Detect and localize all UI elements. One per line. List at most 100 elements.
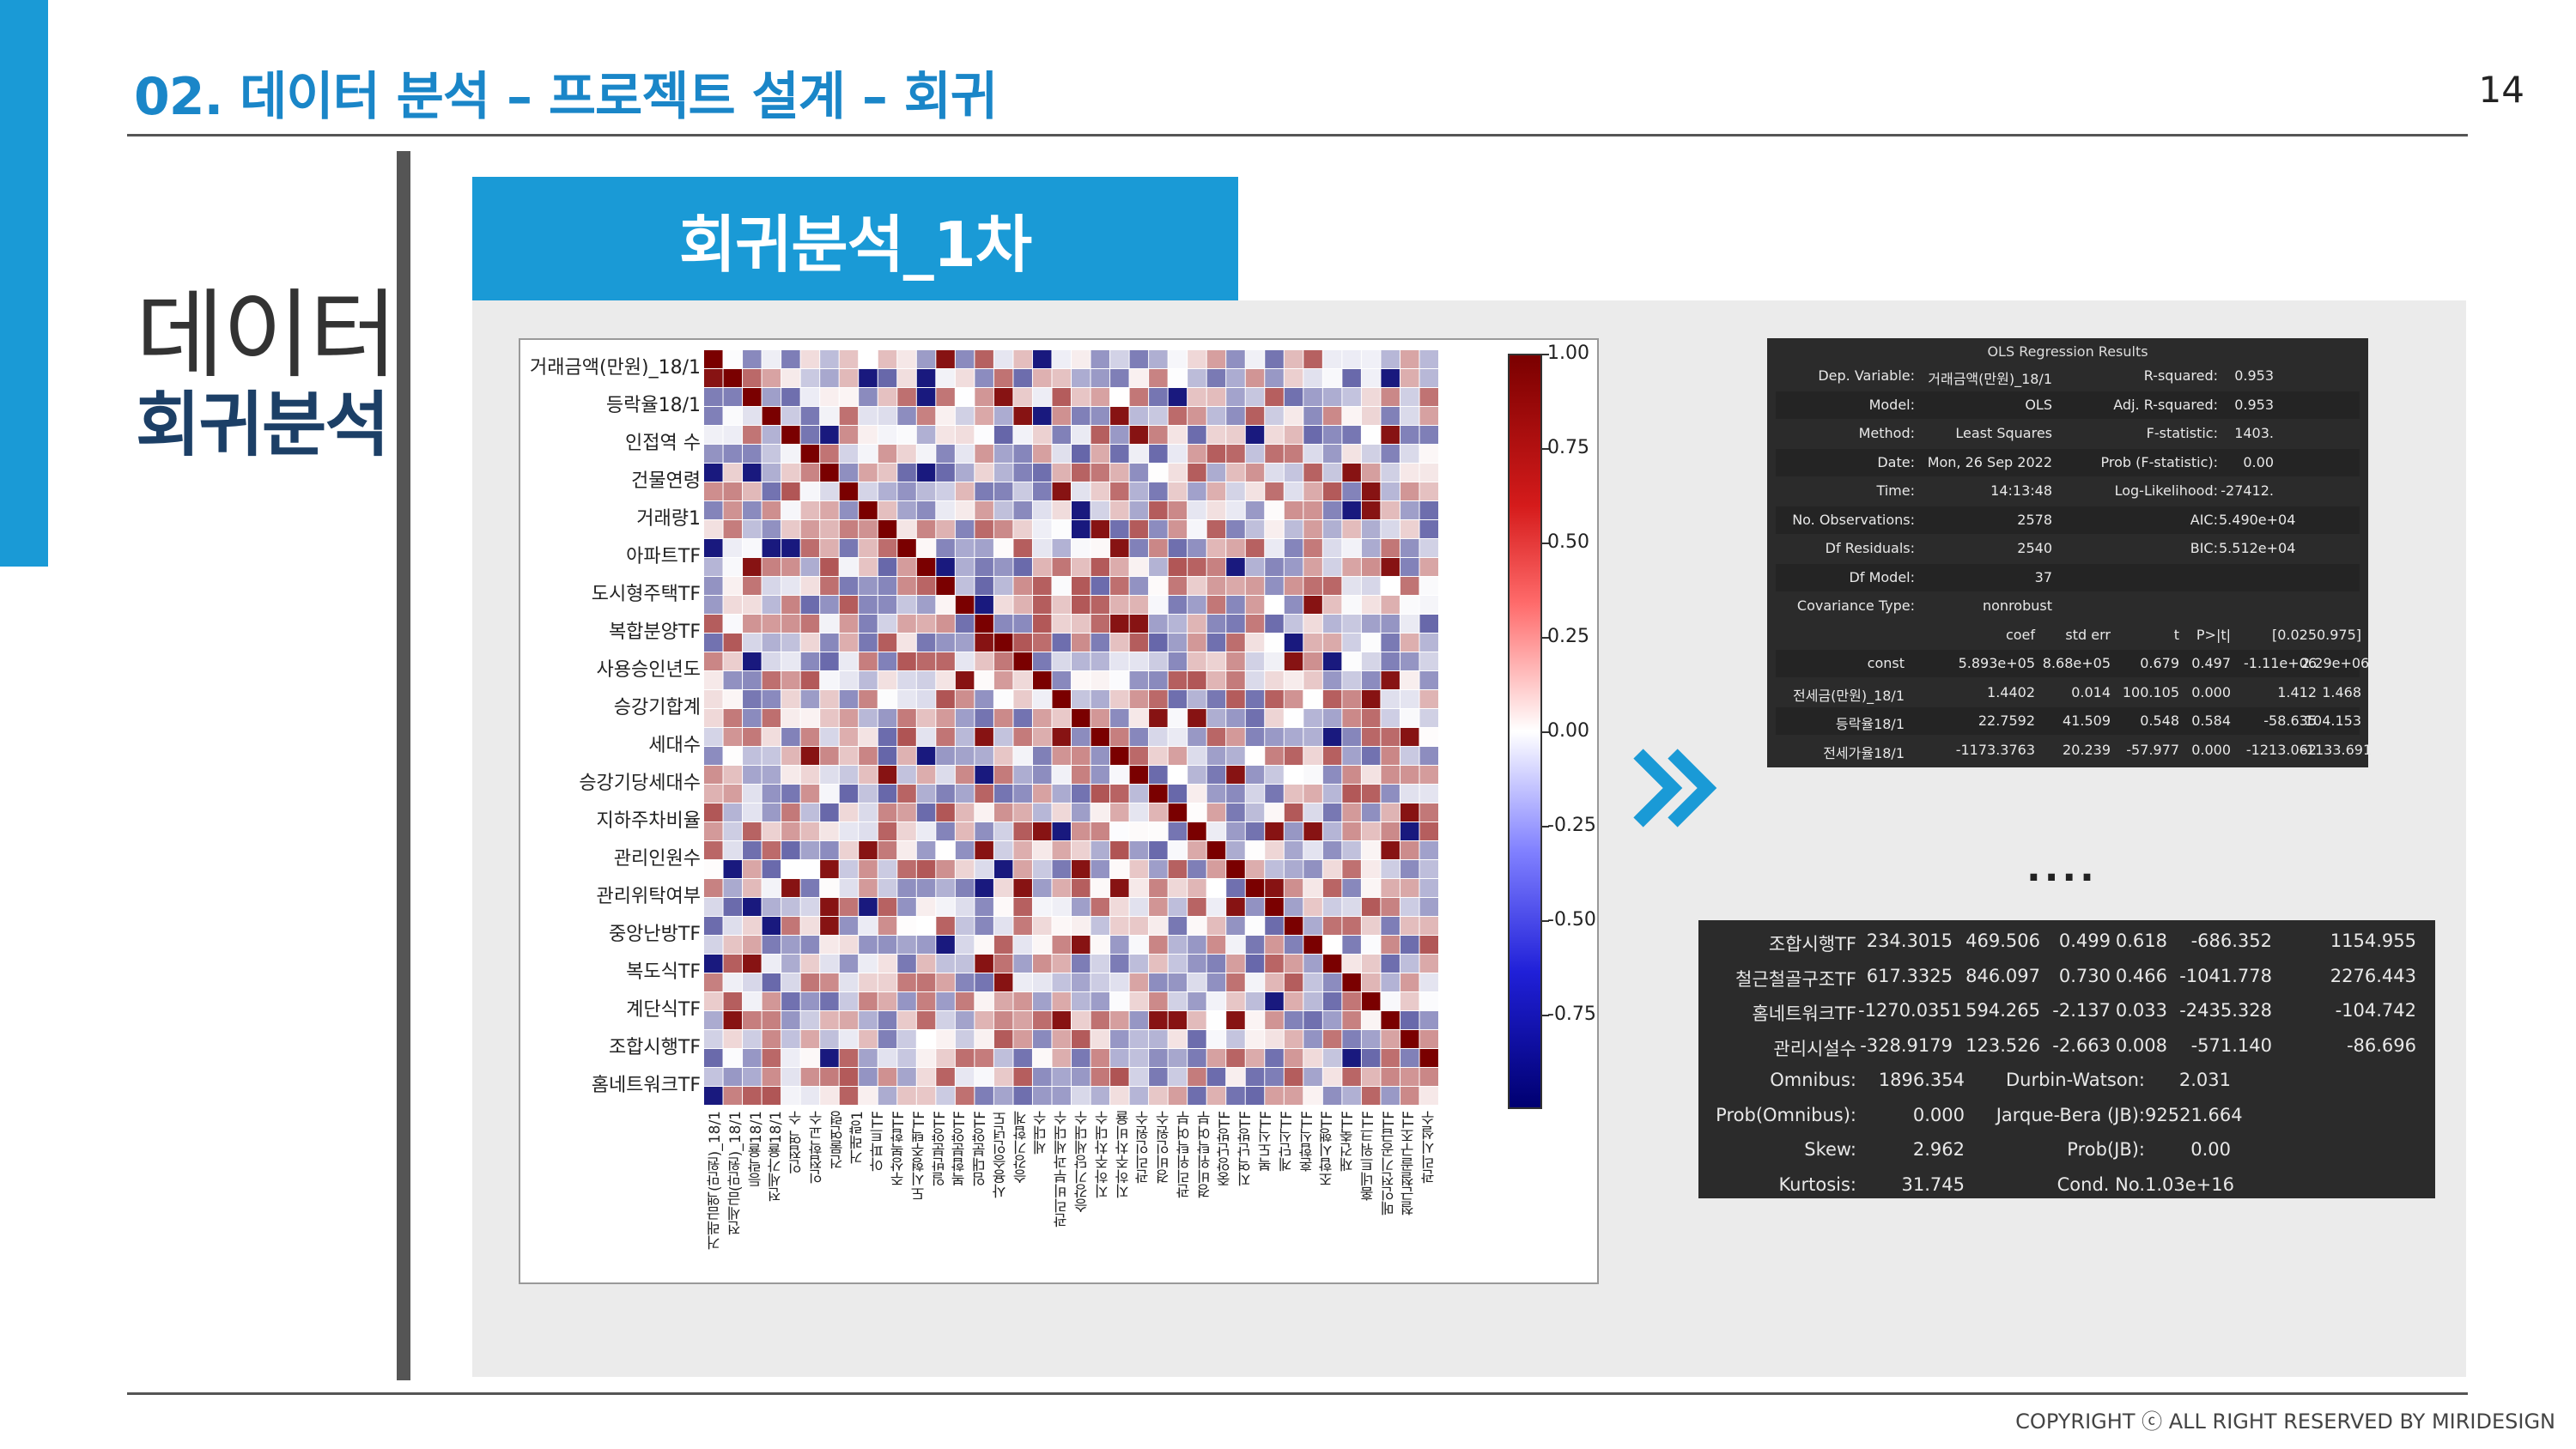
heatmap-cell (859, 634, 878, 652)
heatmap-cell (936, 369, 955, 387)
heatmap-cell (1419, 596, 1438, 614)
heatmap-cell (1361, 520, 1381, 538)
heatmap-cell (1149, 407, 1168, 425)
heatmap-cell (1361, 955, 1381, 973)
heatmap-cell (1072, 615, 1091, 633)
ols-row-stripe (1776, 391, 2360, 419)
heatmap-cell (1284, 615, 1303, 633)
heatmap-cell (1361, 1030, 1381, 1048)
heatmap-cell (1400, 426, 1419, 444)
heatmap-cell (1322, 426, 1342, 444)
heatmap-cell (800, 539, 820, 557)
heatmap-cell (1400, 860, 1419, 878)
heatmap-cell (859, 879, 878, 897)
heatmap-cell (859, 841, 878, 859)
heatmap-cell (1032, 785, 1052, 803)
heatmap-cell (916, 577, 936, 595)
heatmap-cell (1168, 1030, 1188, 1048)
heatmap-cell (1265, 747, 1284, 765)
heatmap-cell (1284, 501, 1303, 519)
heatmap-cell (1052, 501, 1071, 519)
heatmap-cell (704, 973, 723, 991)
heatmap-cell (1361, 445, 1381, 463)
heatmap-cell (743, 596, 762, 614)
heatmap-cell (1342, 1068, 1361, 1086)
heatmap-cell (1322, 482, 1342, 500)
ols-summary-value: 5.490e+04 (2219, 511, 2296, 528)
heatmap-cell (1110, 577, 1129, 595)
heatmap-cell (1400, 615, 1419, 633)
heatmap-cell (1149, 785, 1168, 803)
heatmap-cell (878, 766, 897, 784)
heatmap-cell (1342, 426, 1361, 444)
heatmap-cell (1168, 690, 1188, 708)
heatmap-cell (936, 577, 955, 595)
heatmap-cell (993, 596, 1013, 614)
heatmap-cell (1284, 671, 1303, 689)
heatmap-cell (916, 426, 936, 444)
heatmap-cell (1381, 973, 1400, 991)
heatmap-cell (781, 369, 800, 387)
heatmap-cell (1284, 1068, 1303, 1086)
heatmap-cell (1361, 464, 1381, 482)
heatmap-cell (1361, 860, 1381, 878)
heatmap-cell (1072, 407, 1091, 425)
heatmap-cell (955, 936, 975, 954)
heatmap-cell (1013, 577, 1032, 595)
heatmap-cell (1342, 577, 1361, 595)
heatmap-cell (1381, 350, 1400, 368)
heatmap-cell (1342, 407, 1361, 425)
heatmap-cell (955, 426, 975, 444)
heatmap-cell (1342, 1049, 1361, 1067)
heatmap-cell (1129, 1011, 1149, 1029)
heatmap-cell (1303, 482, 1322, 500)
ols-coef-value: 123.526 (1965, 1034, 2040, 1056)
heatmap-cell (878, 388, 897, 406)
ols-summary-label: Dep. Variable: (1818, 367, 1915, 384)
heatmap-cell (1361, 501, 1381, 519)
heatmap-cell (820, 596, 839, 614)
heatmap-cell (1206, 936, 1226, 954)
heatmap-cell (1226, 822, 1245, 840)
heatmap-cell (800, 596, 820, 614)
heatmap-cell (955, 973, 975, 991)
heatmap-cell (1149, 388, 1168, 406)
heatmap-cell (743, 520, 762, 538)
heatmap-cell (1265, 1011, 1284, 1029)
heatmap-cell (1091, 992, 1110, 1010)
heatmap-cell (1188, 860, 1206, 878)
heatmap-cell (781, 1011, 800, 1029)
heatmap-cell (1149, 350, 1168, 368)
heatmap-cell (955, 1049, 975, 1067)
heatmap-cell (1284, 596, 1303, 614)
heatmap-cell (839, 936, 859, 954)
heatmap-cell (1013, 690, 1032, 708)
heatmap-cell (762, 1049, 781, 1067)
ols-summary-label: Time: (1876, 482, 1915, 499)
heatmap-cell (993, 388, 1013, 406)
heatmap-cell (975, 785, 993, 803)
heatmap-cell (936, 426, 955, 444)
heatmap-cell (1072, 1087, 1091, 1105)
ols-summary-value: -27412. (2221, 482, 2274, 499)
heatmap-cell (1110, 426, 1129, 444)
heatmap-cell (839, 803, 859, 822)
heatmap-cell (820, 482, 839, 500)
heatmap-cell (704, 482, 723, 500)
heatmap-cell (955, 482, 975, 500)
heatmap-cell (1168, 917, 1188, 935)
heatmap-cell (1032, 1011, 1052, 1029)
heatmap-cell (993, 1068, 1013, 1086)
heatmap-cell (1400, 634, 1419, 652)
heatmap-cell (975, 1068, 993, 1086)
heatmap-cell (1168, 803, 1188, 822)
heatmap-cell (1129, 1049, 1149, 1067)
heatmap-cell (916, 803, 936, 822)
heatmap-cell (975, 936, 993, 954)
heatmap-cell (1245, 520, 1265, 538)
heatmap-cell (1188, 407, 1206, 425)
heatmap-cell (1129, 992, 1149, 1010)
heatmap-cell (1149, 1030, 1168, 1048)
heatmap-cell (993, 369, 1013, 387)
heatmap-cell (839, 992, 859, 1010)
